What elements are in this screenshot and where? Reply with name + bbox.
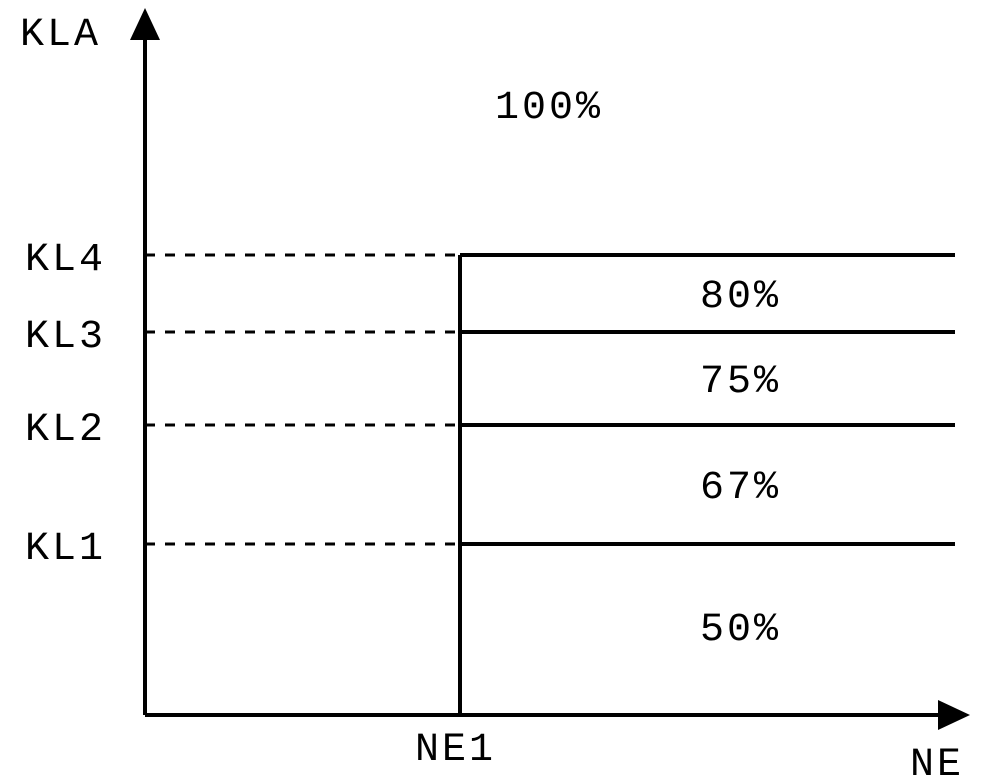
region-100: 100% [495,86,603,131]
region-50: 50% [700,608,781,653]
region-80: 80% [700,275,781,320]
chart-svg: KLA NE KL4 KL3 KL2 KL1 NE1 100% 80% 75% … [0,0,1000,782]
y-tick-kl4: KL4 [25,238,106,283]
y-tick-kl2: KL2 [25,408,106,453]
region-75: 75% [700,360,781,405]
x-axis-arrow [938,700,970,730]
y-axis-arrow [130,8,160,40]
region-67: 67% [700,466,781,511]
y-tick-kl1: KL1 [25,527,106,572]
chart-container: KLA NE KL4 KL3 KL2 KL1 NE1 100% 80% 75% … [0,0,1000,782]
y-axis-label: KLA [20,13,101,58]
y-tick-kl3: KL3 [25,315,106,360]
x-axis-label: NE [910,743,964,782]
x-tick-ne1: NE1 [415,728,496,773]
